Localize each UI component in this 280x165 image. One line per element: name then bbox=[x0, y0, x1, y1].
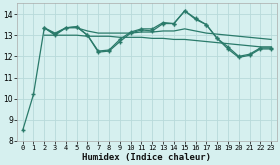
X-axis label: Humidex (Indice chaleur): Humidex (Indice chaleur) bbox=[82, 152, 211, 162]
